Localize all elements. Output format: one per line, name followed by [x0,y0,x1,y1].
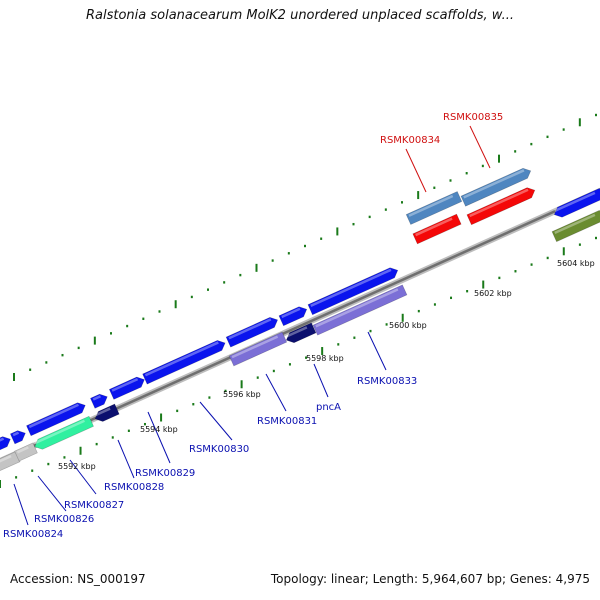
gene-rsmk00826 [14,442,38,462]
gene-arrow [90,393,108,409]
gene-arrow [225,317,279,348]
gene-label: RSMK00826 [34,514,94,525]
gene-rsmk00835 [460,167,532,207]
gene-label: RSMK00835 [443,112,503,123]
scale-label: 5604 kbp [557,259,595,268]
leader-line [405,148,427,193]
scale-label: 5596 kbp [223,390,261,399]
leader-line [469,125,491,169]
gene-rsmk00827 [34,415,94,450]
scale-label: 5602 kbp [474,289,512,298]
gene-label: RSMK00834 [380,135,440,146]
gene-labels: RSMK00824 RSMK00826 RSMK00827 RSMK00828 RSMK… [3,112,503,540]
accession-text: Accession: NS_000197 [10,572,146,586]
gene-rsmk00831 [228,331,288,367]
leader-line [147,411,171,464]
scale-label: 5598 kbp [306,354,344,363]
gene-label: RSMK00831 [257,416,317,427]
gene-arrow [108,376,145,400]
gene-label: RSMK00830 [189,444,249,455]
leader-line [117,439,135,479]
scale-label: 5600 kbp [389,321,427,330]
leader-line [367,331,387,371]
gene-label: RSMK00828 [104,482,164,493]
gene-arrow [9,430,26,445]
leader-line [313,363,329,398]
leader-line [37,475,67,512]
leader-line [13,483,29,526]
scale-labels: 5592 kbp 5594 kbp 5596 kbp 5598 kbp 5600 kbp… [58,259,595,471]
gene-label: RSMK00833 [357,376,417,387]
gene-rsmk00834-red [412,213,462,245]
gene-label: RSMK00827 [64,500,124,511]
gene-label: pncA [316,402,341,413]
leader-line [199,401,233,441]
gene-label: RSMK00829 [135,468,195,479]
scale-label: 5594 kbp [140,425,178,434]
gene-arrow [26,402,86,437]
kbp-tick-marks [0,113,597,488]
gene-rsmk00824 [0,451,21,473]
gene-arrow [142,340,226,385]
gene-features [0,167,600,473]
gene-rsmk00828 [94,403,120,422]
gene-rsmk00833 [312,284,408,336]
leader-line [69,459,97,495]
gene-rsmk00834 [405,191,463,225]
gene-arrow [553,187,600,218]
topology-text: Topology: linear; Length: 5,964,607 bp; … [270,572,590,586]
scale-label: 5592 kbp [58,462,96,471]
gene-arrow [0,436,11,451]
gene-rsmk00835-red [466,187,536,226]
label-leader-lines [13,125,491,526]
gene-label: RSMK00824 [3,529,63,540]
map-title: Ralstonia solanacearum MolK2 unordered u… [85,8,514,23]
gene-arrow [278,306,308,327]
gene-arrow [307,267,399,316]
leader-line [265,373,287,412]
gene-arrow [551,209,600,243]
gene-pnca [285,322,317,344]
